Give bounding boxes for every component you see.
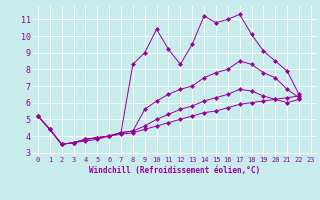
X-axis label: Windchill (Refroidissement éolien,°C): Windchill (Refroidissement éolien,°C) bbox=[89, 166, 260, 175]
